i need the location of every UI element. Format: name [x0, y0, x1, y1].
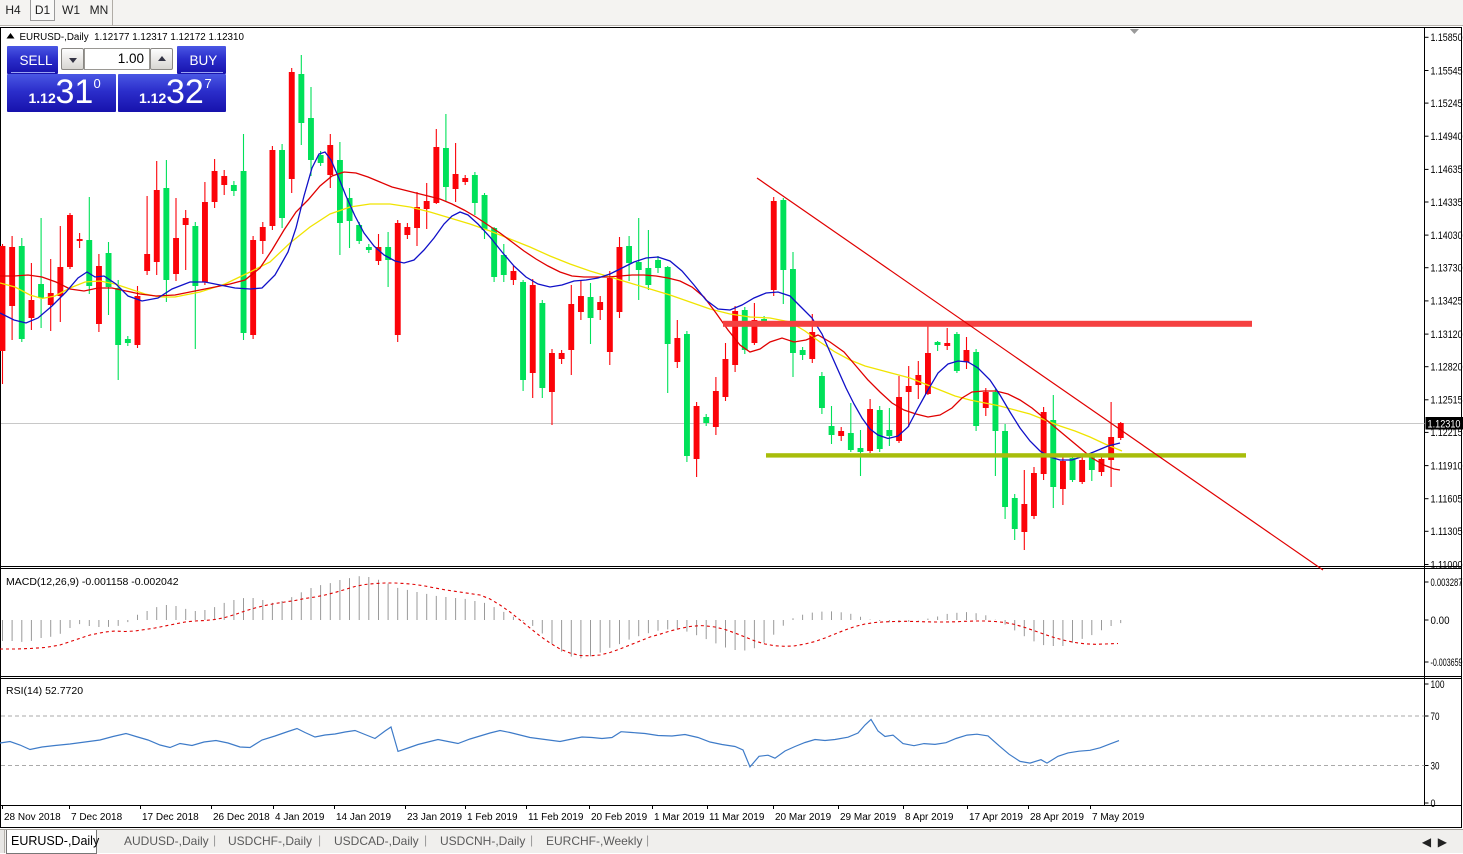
svg-text:1.15850: 1.15850: [1431, 32, 1463, 44]
svg-text:0.003287: 0.003287: [1431, 577, 1463, 589]
svg-text:20 Feb 2019: 20 Feb 2019: [591, 812, 648, 823]
svg-text:0.00: 0.00: [1431, 615, 1450, 627]
svg-text:1.12515: 1.12515: [1431, 395, 1463, 407]
svg-text:1 Feb 2019: 1 Feb 2019: [467, 812, 518, 823]
svg-text:11 Feb 2019: 11 Feb 2019: [528, 812, 584, 823]
svg-text:EURUSD-,Daily 1.12177 1.12317: EURUSD-,Daily 1.12177 1.12317 1.12172 1.…: [20, 32, 245, 43]
svg-text:1 Mar 2019: 1 Mar 2019: [654, 812, 705, 823]
svg-text:4 Jan 2019: 4 Jan 2019: [275, 812, 325, 823]
svg-text:1.13730: 1.13730: [1431, 263, 1463, 275]
svg-text:1.13120: 1.13120: [1431, 329, 1463, 341]
svg-text:1.14335: 1.14335: [1431, 197, 1463, 209]
svg-text:11 Mar 2019: 11 Mar 2019: [709, 812, 765, 823]
svg-text:0: 0: [1431, 798, 1436, 810]
svg-text:1.13425: 1.13425: [1431, 296, 1463, 308]
svg-text:26 Dec 2018: 26 Dec 2018: [213, 812, 270, 823]
svg-text:1.14940: 1.14940: [1431, 131, 1463, 143]
svg-text:MACD(12,26,9) -0.001158 -0.002: MACD(12,26,9) -0.001158 -0.002042: [6, 576, 179, 588]
svg-text:23 Jan 2019: 23 Jan 2019: [407, 812, 462, 823]
svg-text:7 Dec 2018: 7 Dec 2018: [71, 812, 123, 823]
svg-text:28 Apr 2019: 28 Apr 2019: [1030, 812, 1084, 823]
svg-text:1.11605: 1.11605: [1431, 494, 1463, 506]
svg-text:7 May 2019: 7 May 2019: [1092, 812, 1145, 823]
svg-text:14 Jan 2019: 14 Jan 2019: [336, 812, 391, 823]
svg-text:29 Mar 2019: 29 Mar 2019: [840, 812, 897, 823]
svg-text:1.12310: 1.12310: [1428, 419, 1461, 431]
svg-text:RSI(14) 52.7720: RSI(14) 52.7720: [6, 685, 83, 697]
svg-text:30: 30: [1431, 760, 1440, 772]
svg-text:1.14635: 1.14635: [1431, 164, 1463, 176]
svg-text:1.11000: 1.11000: [1431, 559, 1463, 571]
svg-text:1.15545: 1.15545: [1431, 65, 1463, 77]
svg-text:20 Mar 2019: 20 Mar 2019: [775, 812, 832, 823]
svg-text:100: 100: [1431, 679, 1445, 691]
svg-text:1.11910: 1.11910: [1431, 460, 1463, 472]
svg-text:1.14030: 1.14030: [1431, 230, 1463, 242]
svg-text:70: 70: [1431, 711, 1440, 723]
svg-text:-0.003659: -0.003659: [1431, 657, 1463, 669]
svg-text:1.12820: 1.12820: [1431, 362, 1463, 374]
svg-text:17 Apr 2019: 17 Apr 2019: [969, 812, 1023, 823]
svg-text:1.11305: 1.11305: [1431, 526, 1463, 538]
svg-text:1.15245: 1.15245: [1431, 98, 1463, 110]
svg-text:8 Apr 2019: 8 Apr 2019: [905, 812, 954, 823]
svg-text:28 Nov 2018: 28 Nov 2018: [4, 812, 61, 823]
svg-text:17 Dec 2018: 17 Dec 2018: [142, 812, 199, 823]
